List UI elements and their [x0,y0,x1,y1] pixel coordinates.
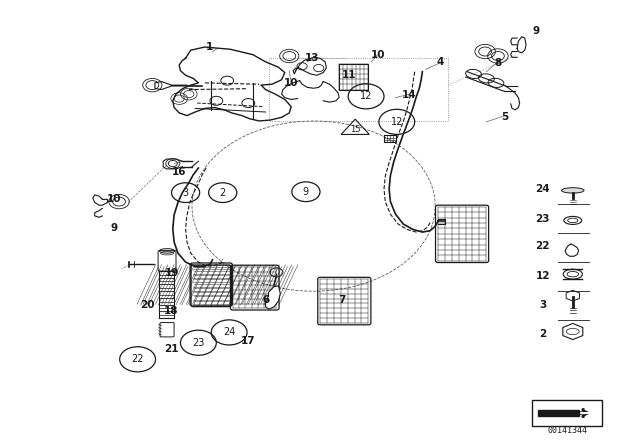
Text: 20: 20 [140,300,154,310]
Text: 5: 5 [500,112,508,122]
Text: 12: 12 [360,91,372,101]
Text: 10: 10 [107,194,121,204]
Text: 22: 22 [131,354,144,364]
Text: 2: 2 [539,329,547,339]
Text: 8: 8 [494,58,502,68]
Text: 22: 22 [536,241,550,251]
Text: 10: 10 [371,50,385,60]
Bar [532,400,602,426]
Text: 7: 7 [339,295,346,305]
Text: 17: 17 [241,336,255,346]
Text: 23: 23 [192,338,205,348]
Text: 6: 6 [262,295,269,305]
Ellipse shape [562,188,584,193]
Text: 10: 10 [284,78,298,88]
Text: 13: 13 [305,53,319,63]
Text: 24: 24 [223,327,236,337]
Text: 21: 21 [164,345,179,354]
Text: 11: 11 [342,70,356,80]
Bar [339,64,368,90]
Polygon shape [538,410,579,416]
Text: 15: 15 [350,125,360,134]
Text: 4: 4 [436,57,444,67]
Text: 3: 3 [182,188,189,198]
Text: 12: 12 [536,271,550,280]
Text: 23: 23 [536,214,550,224]
Text: 00141344: 00141344 [547,426,587,435]
Text: 24: 24 [536,184,550,194]
Text: 16: 16 [172,168,186,177]
Text: 3: 3 [539,300,547,310]
Text: 18: 18 [164,306,179,316]
Text: 12: 12 [390,117,403,127]
Text: 2: 2 [220,188,226,198]
Text: 9: 9 [303,187,309,197]
Polygon shape [266,286,280,309]
Text: 19: 19 [164,268,179,278]
Text: 9: 9 [532,26,540,36]
Text: 1: 1 [206,42,214,52]
Text: 14: 14 [403,90,417,100]
Text: 9: 9 [110,224,118,233]
